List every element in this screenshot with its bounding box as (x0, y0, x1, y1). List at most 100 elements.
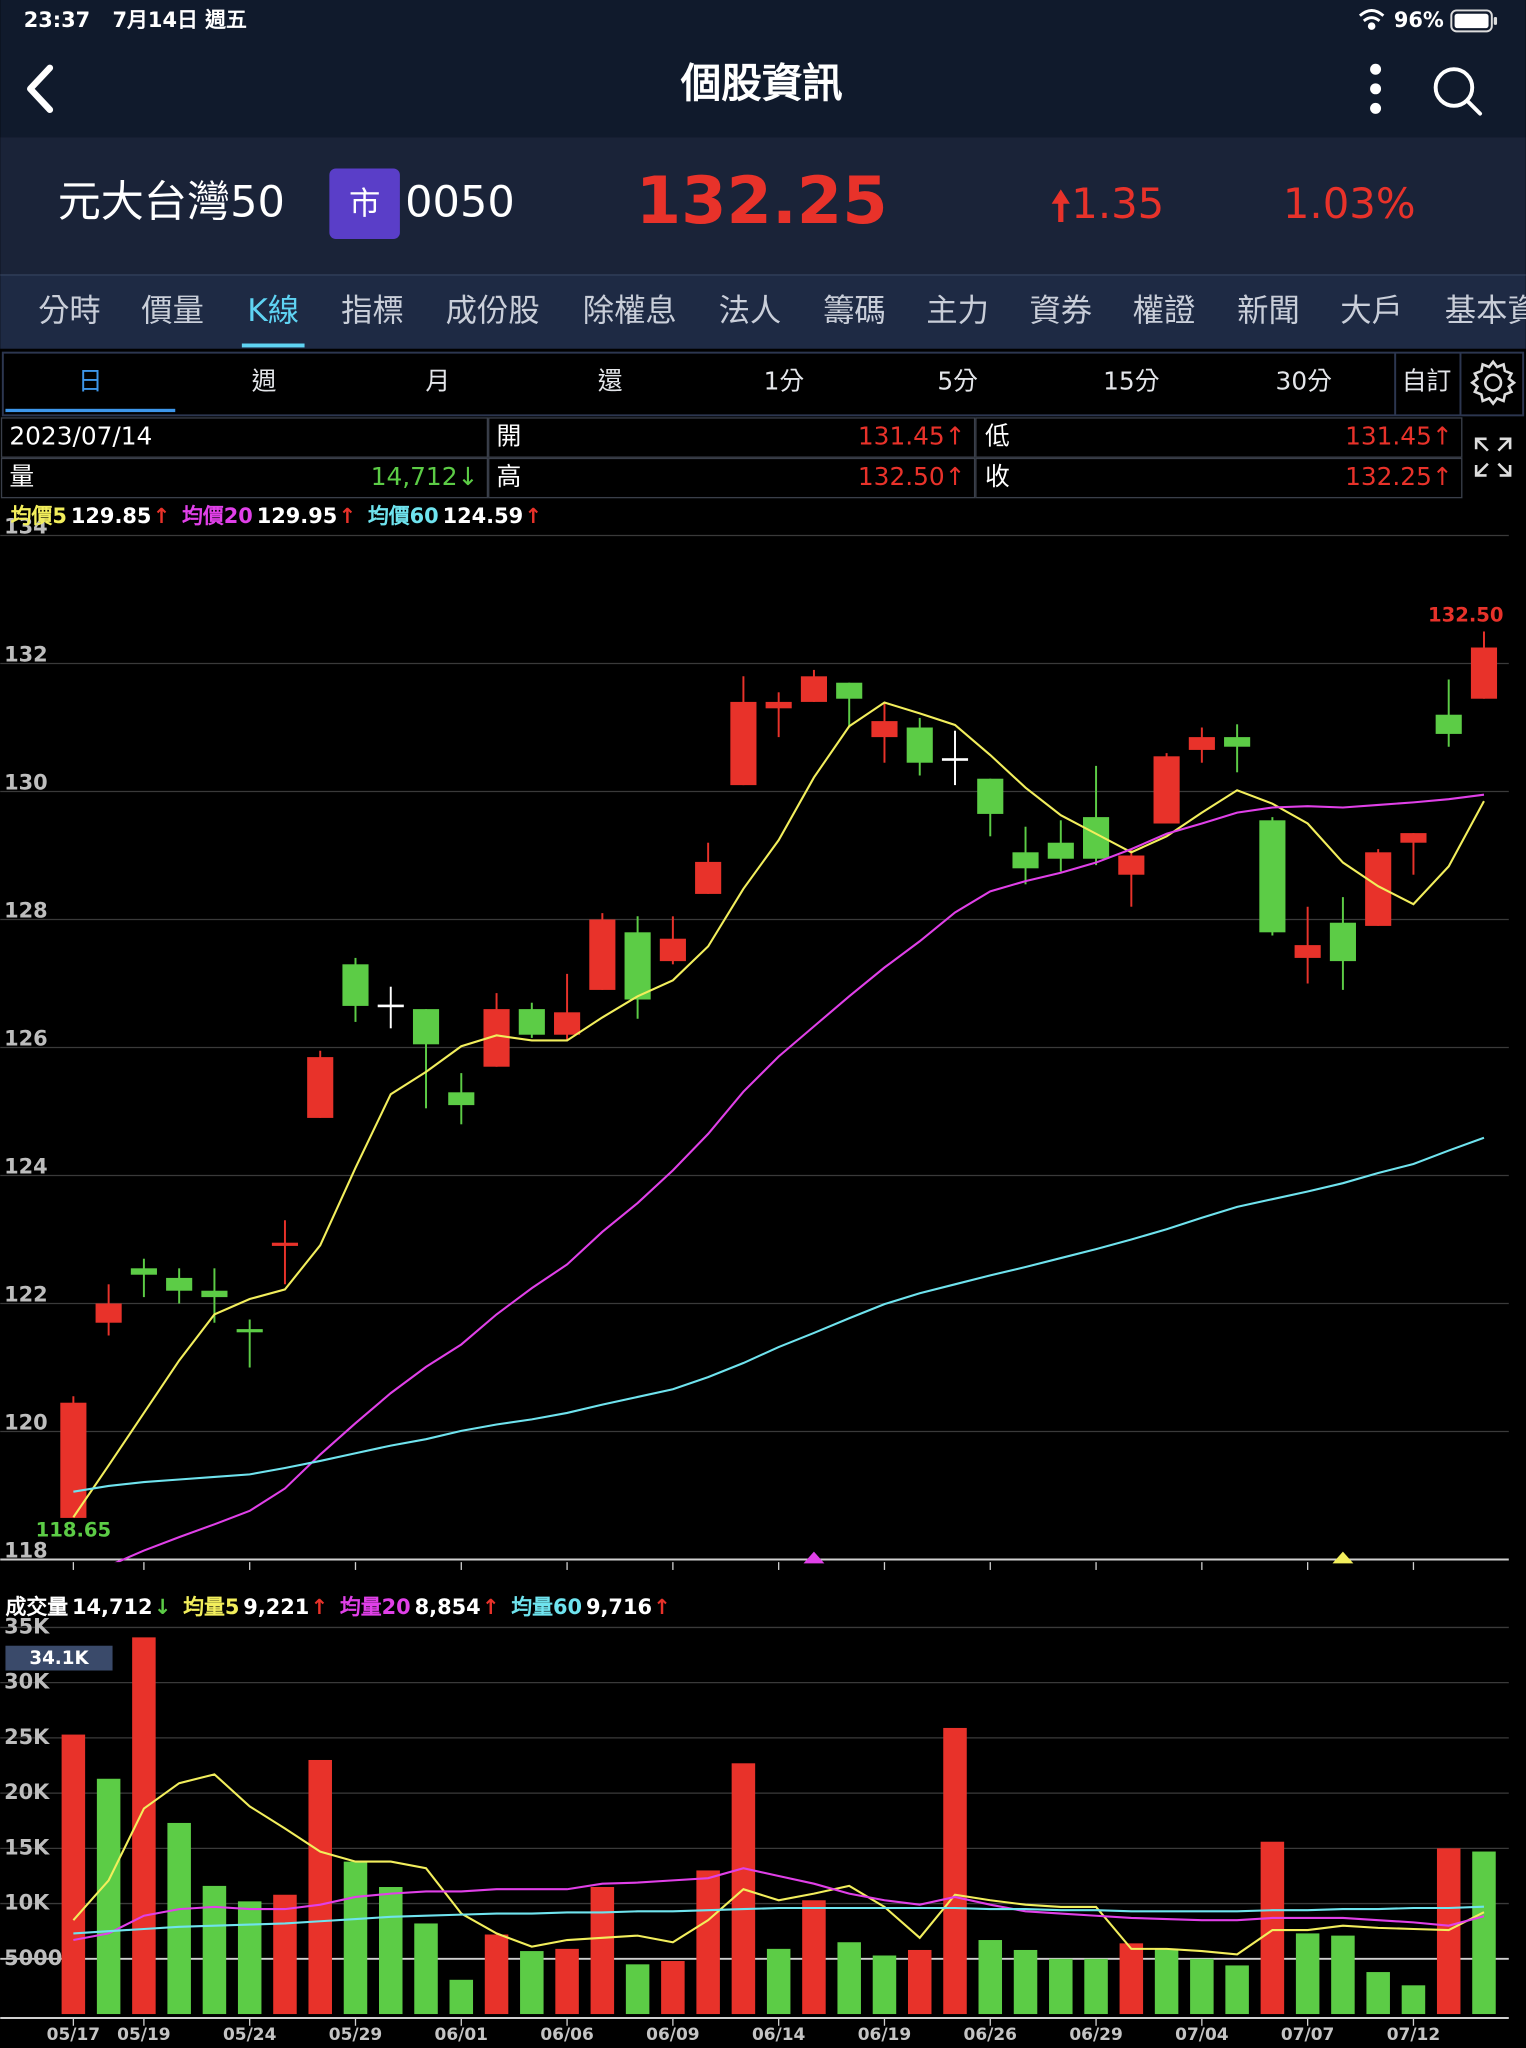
stock-name: 元大台灣50 (58, 178, 285, 228)
period-label[interactable]: 週 (252, 367, 277, 396)
tab-label[interactable]: 基本資 (1445, 293, 1526, 329)
back-button[interactable] (26, 64, 54, 113)
period-label[interactable]: 日 (78, 367, 103, 396)
y-tick-label: 124 (4, 1155, 48, 1179)
y-tick-label: 128 (4, 899, 48, 923)
x-tick-label: 07/12 (1387, 2025, 1440, 2045)
status-time: 23:37 (24, 8, 90, 32)
settings-button[interactable] (1470, 359, 1517, 406)
candle-body (1259, 820, 1286, 933)
y-tick-label: 25K (4, 1725, 50, 1749)
volume-bar (625, 1964, 650, 2015)
volume-bar (872, 1955, 897, 2015)
tab-label[interactable]: K線 (247, 293, 299, 329)
period-label[interactable]: 還 (598, 367, 623, 396)
info-cell (0, 417, 489, 458)
ma-line (73, 1905, 1485, 1935)
candle-body (236, 1329, 263, 1333)
candle-body (166, 1277, 193, 1291)
last-price: 132.25 (636, 163, 888, 239)
tab-label[interactable]: 除權息 (583, 293, 677, 329)
x-tick-label: 06/19 (858, 2025, 911, 2045)
legend-name: 均量20 (340, 1595, 411, 1619)
volume-bar (766, 1948, 791, 2015)
candle-body (941, 758, 969, 761)
candle-body (1365, 852, 1392, 926)
x-tick-label: 06/06 (540, 2025, 593, 2045)
period-label[interactable]: 自訂 (1402, 367, 1452, 396)
x-tick-label: 07/04 (1175, 2025, 1229, 2045)
volume-bar (1260, 1841, 1285, 2015)
tab-label[interactable]: 法人 (719, 293, 782, 329)
period-label[interactable]: 15分 (1103, 367, 1160, 396)
date-axis: 05/17 05/19 05/24 05/29 06/01 06/06 06/09 06/14… (0, 1562, 1509, 2045)
tab-label[interactable]: 主力 (926, 293, 989, 329)
volume-bar (1190, 1958, 1214, 2015)
candle-body (60, 1402, 87, 1518)
info-date: 2023/07/14 (9, 422, 152, 451)
x-tick-label: 06/01 (435, 2025, 488, 2045)
candle-body (307, 1057, 334, 1118)
stock-code: 0050 (405, 178, 515, 228)
tab-label[interactable]: 資券 (1029, 293, 1092, 329)
volume-bar (978, 1940, 1003, 2015)
period-label[interactable]: 5分 (937, 367, 978, 396)
search-button[interactable] (1433, 67, 1483, 116)
price-ma-lines (72, 701, 1485, 1563)
x-tick-label: 05/24 (223, 2025, 277, 2045)
x-tick-label: 06/09 (646, 2025, 699, 2045)
candle-body (906, 727, 933, 763)
legend-value: 124.59 (443, 504, 524, 528)
more-button[interactable] (1370, 63, 1382, 114)
info-table: 2023/07/14 開 131.45↑ 低 131.45↑ 量 14,712↓… (0, 417, 1463, 499)
candle-body (342, 964, 369, 1006)
volume-bar (167, 1822, 191, 2015)
tab-label[interactable]: 大戶 (1340, 293, 1403, 329)
volume-bar (237, 1901, 262, 2015)
period-label[interactable]: 1分 (764, 367, 805, 396)
ma-line (114, 793, 1485, 1563)
expand-button[interactable] (1474, 437, 1512, 477)
signal-marker (1332, 1551, 1354, 1564)
info-cell (488, 457, 976, 499)
y-tick-label: 132 (4, 643, 48, 667)
volume-bar (379, 1887, 403, 2015)
tab-label[interactable]: 權證 (1133, 293, 1196, 329)
tab-list: 分時 價量 K線 指標 成份股 除權息 法人 籌碼 主力 資券 權證 新聞 大戶 基本資 (38, 293, 1526, 348)
volume-bar (484, 1934, 509, 2015)
info-label: 高 (497, 462, 522, 491)
status-date: 7月14日 週五 (113, 8, 247, 32)
period-label[interactable]: 30分 (1276, 367, 1333, 396)
tab-label[interactable]: 籌碼 (823, 293, 886, 329)
x-tick-label: 06/14 (752, 2025, 806, 2045)
tab-label[interactable]: 成份股 (446, 293, 540, 329)
volume-bar (202, 1885, 227, 2015)
tab-bar (0, 274, 1526, 349)
battery-percent: 96% (1394, 8, 1444, 32)
volume-bar (943, 1727, 967, 2015)
x-tick-label: 06/29 (1069, 2025, 1122, 2045)
tab-label[interactable]: 新聞 (1237, 293, 1300, 329)
candle-body (624, 932, 651, 1000)
volume-bar (1013, 1949, 1038, 2015)
legend-name: 均價60 (368, 504, 439, 528)
ma-line (73, 1136, 1485, 1493)
legend-arrow: ↑ (153, 504, 171, 528)
candle-body (1294, 945, 1321, 958)
candle-body (695, 861, 722, 894)
legend-value: 129.95 (257, 504, 338, 528)
volume-legend: 成交量 14,712 ↓ 均量5 9,221 ↑ 均量20 8,854 ↑ 均量60 9,716 ↑ (5, 1595, 670, 1619)
y-tick-label: 20K (4, 1780, 50, 1804)
period-label[interactable]: 月 (425, 367, 450, 396)
tab-label[interactable]: 價量 (141, 293, 204, 329)
volume-bar (343, 1861, 368, 2015)
y-tick-label: 126 (4, 1027, 48, 1051)
tab-label[interactable]: 指標 (341, 293, 404, 329)
legend-name: 均量60 (511, 1595, 582, 1619)
volume-bar (61, 1734, 86, 2015)
tab-label[interactable]: 分時 (38, 293, 101, 329)
volume-bar (273, 1894, 297, 2015)
legend-arrow: ↑ (653, 1595, 671, 1619)
volume-bar (1472, 1851, 1496, 2015)
max-volume-box (5, 1645, 113, 1671)
